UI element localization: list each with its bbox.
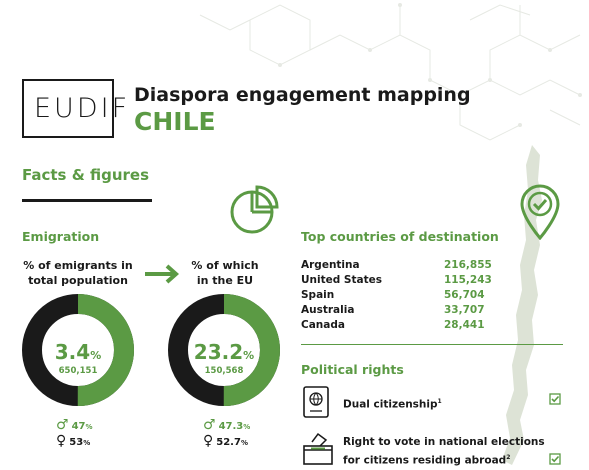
table-row: Canada 28,441	[301, 319, 485, 331]
table-row: Argentina 216,855	[301, 259, 492, 271]
right-donut-value: 23.2%	[193, 340, 255, 364]
left-male-share: ♂ 47%	[56, 417, 93, 433]
page-title: Diaspora engagement mapping	[134, 84, 471, 106]
checkbox-checked-icon	[549, 453, 561, 465]
eu-share-donut-chart	[168, 294, 280, 406]
passport-icon	[303, 386, 329, 418]
donut-share-arc	[168, 294, 280, 406]
destinations-heading: Top countries of destination	[301, 229, 499, 244]
left-female-share: ♀ 53%	[56, 433, 91, 449]
destinations-divider	[301, 344, 563, 345]
map-pin-check-icon	[520, 184, 560, 240]
arrow-right-icon	[145, 264, 180, 284]
left-donut-count: 650,151	[58, 366, 98, 376]
right-donut-label: % of which in the EU	[191, 259, 259, 287]
table-row: Spain 56,704	[301, 289, 485, 301]
ballot-box-icon	[303, 432, 333, 465]
right-donut-count: 150,568	[204, 366, 244, 376]
table-row: United States 115,243	[301, 274, 492, 286]
right-female-share: ♀ 52.7%	[203, 433, 248, 449]
logo-text: EUDIF	[34, 93, 131, 124]
male-icon: ♂	[56, 417, 69, 433]
right-male-share: ♂ 47.3%	[203, 417, 251, 433]
checkbox-checked-icon	[549, 393, 561, 405]
voting-rights-label: Right to vote in national elections for …	[343, 436, 545, 467]
eudif-logo: EUDIF	[22, 79, 127, 138]
political-rights-heading: Political rights	[301, 362, 404, 377]
pie-chart-icon	[230, 185, 279, 234]
female-icon: ♀	[203, 433, 214, 449]
facts-heading: Facts & figures	[22, 166, 150, 184]
dual-citizenship-label: Dual citizenship1	[343, 398, 442, 411]
facts-divider	[22, 199, 152, 202]
left-donut-value: 3.4%	[54, 340, 102, 364]
donut-share-arc	[22, 294, 134, 406]
male-icon: ♂	[203, 417, 216, 433]
table-row: Australia 33,707	[301, 304, 485, 316]
emigration-heading: Emigration	[22, 229, 100, 244]
emigrants-donut-chart	[22, 294, 134, 406]
country-name: CHILE	[134, 107, 216, 136]
left-donut-label: % of emigrants in total population	[23, 259, 133, 287]
female-icon: ♀	[56, 433, 67, 449]
destinations-table: Argentina 216,855 United States 115,243 Sp…	[301, 258, 492, 333]
